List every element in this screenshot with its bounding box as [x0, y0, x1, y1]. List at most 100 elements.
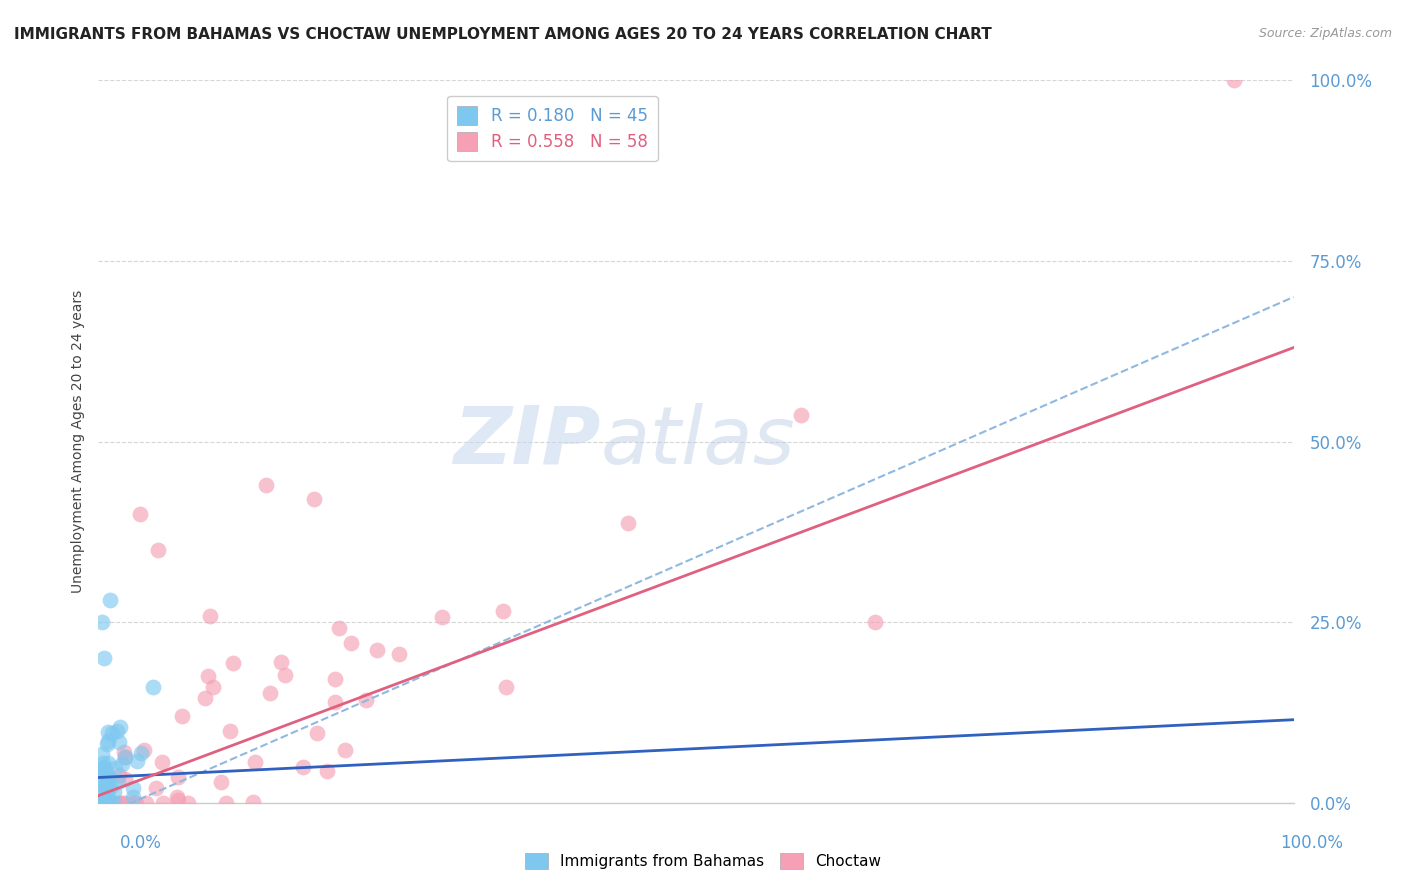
Point: [91, 787, 114, 801]
Point: [865, 615, 887, 630]
Point: [335, 743, 357, 757]
Point: [221, 656, 243, 670]
Point: [96, 775, 118, 789]
Point: [129, 507, 152, 521]
Point: [170, 709, 193, 723]
Point: [167, 771, 190, 785]
Point: [790, 408, 813, 422]
Point: [121, 780, 143, 795]
Point: [96, 787, 118, 801]
Point: [114, 796, 136, 810]
Point: [388, 647, 411, 661]
Point: [98, 593, 122, 607]
Text: ZIP: ZIP: [453, 402, 600, 481]
Point: [100, 779, 122, 793]
Point: [97, 796, 120, 810]
Point: [135, 796, 157, 810]
Point: [94, 796, 117, 810]
Point: [201, 681, 224, 695]
Point: [134, 743, 156, 757]
Point: [107, 775, 129, 789]
Point: [122, 790, 145, 805]
Text: 0.0%: 0.0%: [120, 834, 162, 852]
Point: [111, 756, 134, 771]
Point: [90, 764, 112, 778]
Point: [125, 796, 148, 810]
Point: [118, 796, 141, 810]
Point: [200, 609, 222, 624]
Point: [91, 761, 114, 775]
Point: [97, 756, 120, 771]
Point: [1223, 73, 1246, 87]
Point: [89, 796, 111, 810]
Point: [94, 796, 117, 810]
Point: [107, 796, 129, 810]
Point: [142, 680, 165, 694]
Text: atlas: atlas: [600, 402, 796, 481]
Point: [105, 723, 128, 738]
Point: [323, 695, 346, 709]
Point: [89, 763, 111, 777]
Point: [108, 734, 131, 748]
Point: [274, 668, 297, 682]
Point: [91, 772, 114, 786]
Point: [94, 766, 117, 780]
Point: [89, 777, 111, 791]
Point: [209, 774, 232, 789]
Point: [89, 796, 111, 810]
Point: [302, 492, 325, 507]
Point: [90, 747, 112, 761]
Point: [104, 761, 127, 775]
Point: [97, 769, 120, 783]
Point: [98, 796, 121, 810]
Point: [94, 764, 117, 778]
Point: [96, 786, 118, 800]
Point: [176, 796, 198, 810]
Point: [292, 760, 315, 774]
Point: [114, 750, 136, 764]
Point: [93, 761, 115, 775]
Point: [166, 790, 188, 805]
Point: [87, 796, 110, 810]
Point: [108, 720, 131, 734]
Point: [492, 604, 515, 618]
Point: [90, 761, 112, 775]
Point: [98, 772, 121, 786]
Point: [93, 651, 115, 665]
Point: [242, 795, 264, 809]
Point: [316, 764, 339, 778]
Point: [89, 796, 111, 810]
Point: [432, 610, 454, 624]
Point: [145, 780, 167, 795]
Point: [270, 655, 292, 669]
Point: [97, 733, 120, 747]
Y-axis label: Unemployment Among Ages 20 to 24 years: Unemployment Among Ages 20 to 24 years: [70, 290, 84, 593]
Point: [114, 749, 136, 764]
Point: [323, 672, 346, 686]
Point: [259, 686, 281, 700]
Point: [148, 542, 170, 557]
Point: [98, 793, 121, 807]
Point: [305, 725, 328, 739]
Point: [96, 796, 118, 810]
Point: [91, 615, 114, 630]
Point: [91, 796, 114, 810]
Point: [215, 796, 238, 810]
Point: [108, 768, 131, 782]
Point: [93, 778, 115, 792]
Point: [167, 793, 190, 807]
Point: [100, 726, 122, 740]
Point: [112, 745, 135, 759]
Point: [107, 796, 129, 810]
Text: Source: ZipAtlas.com: Source: ZipAtlas.com: [1258, 27, 1392, 40]
Text: 100.0%: 100.0%: [1279, 834, 1343, 852]
Point: [89, 796, 111, 810]
Point: [354, 693, 377, 707]
Point: [111, 796, 134, 810]
Point: [94, 783, 117, 797]
Point: [96, 737, 118, 751]
Point: [495, 680, 517, 694]
Point: [131, 746, 153, 760]
Point: [328, 621, 350, 635]
Point: [194, 690, 217, 705]
